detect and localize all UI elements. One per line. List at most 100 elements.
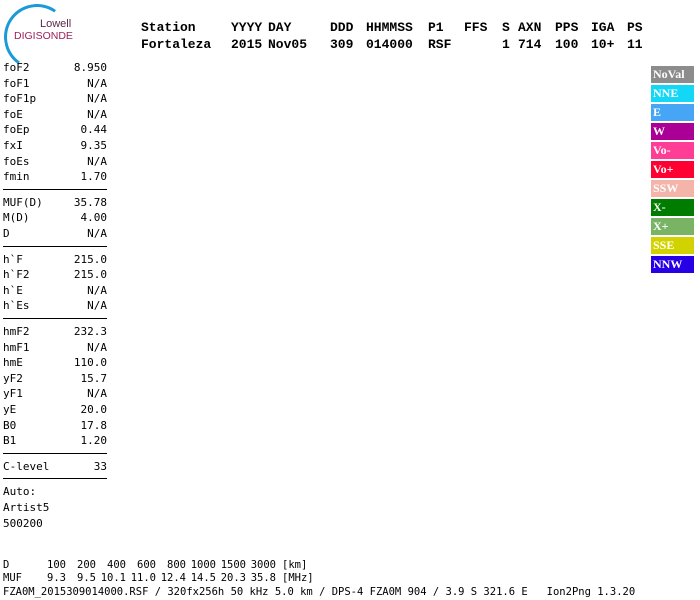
param-name: yE xyxy=(3,403,17,416)
divider xyxy=(3,452,107,454)
param-name: h`E xyxy=(3,283,23,297)
param-value: 215.0 xyxy=(73,268,107,282)
param-row: C-level 33 xyxy=(3,460,107,476)
legend-item: Vo- xyxy=(651,142,694,159)
legend-item: SSE xyxy=(651,237,694,254)
param-value: 9.35 xyxy=(80,139,108,152)
param-name: foF2 xyxy=(3,61,30,74)
auto-scaling-info: Auto: xyxy=(3,485,37,499)
auto-scaling-info: 500200 xyxy=(3,516,43,530)
param-row: foEp 0.44 xyxy=(3,123,107,139)
header-column-label: AXN xyxy=(518,20,542,35)
legend-item: X- xyxy=(651,199,694,216)
header-column-label: PS xyxy=(627,20,643,35)
param-value: 1.20 xyxy=(80,434,108,448)
param-row: hmE 110.0 xyxy=(3,356,107,372)
param-value: N/A xyxy=(87,387,107,401)
header-column-value: 1 xyxy=(502,37,510,52)
header-column-value: Nov05 xyxy=(268,37,308,52)
header-column-label: P1 xyxy=(428,20,444,35)
header-column-value: 10+ xyxy=(591,37,615,52)
param-value: 4.00 xyxy=(80,211,108,225)
param-name: hmF1 xyxy=(3,340,30,354)
header-column-label: PPS xyxy=(555,20,579,35)
param-value: 33 xyxy=(93,459,107,473)
param-row: MUF(D) 35.78 xyxy=(3,196,107,212)
header-column-label: YYYY xyxy=(231,20,263,35)
param-name: B1 xyxy=(3,434,17,448)
param-value: N/A xyxy=(87,299,107,313)
param-name: yF2 xyxy=(3,371,23,385)
header-column-label: FFS xyxy=(464,20,488,35)
param-row: hmF2 232.3 xyxy=(3,325,107,341)
param-row: foF1 N/A xyxy=(3,77,107,93)
param-row: foEs N/A xyxy=(3,155,107,171)
param-value: N/A xyxy=(87,340,107,354)
legend-item: NNW xyxy=(651,256,694,273)
param-name: foF1p xyxy=(3,92,37,106)
param-value: 1.70 xyxy=(80,170,108,184)
param-value: N/A xyxy=(87,154,107,168)
header-column-value: 714 xyxy=(518,37,542,52)
param-row: fmin 1.70 xyxy=(3,170,107,186)
param-value: 0.44 xyxy=(80,123,108,137)
param-row: h`F2 215.0 xyxy=(3,268,107,284)
logo-digisonde: DIGISONDE xyxy=(14,30,73,42)
header-column-value: 100 xyxy=(555,37,579,52)
logo-lowell: Lowell xyxy=(40,18,72,30)
param-value: 15.7 xyxy=(80,371,108,385)
header-column-value: 014000 xyxy=(366,37,413,52)
param-row: B1 1.20 xyxy=(3,434,107,450)
divider xyxy=(3,245,107,247)
param-name: D xyxy=(3,227,10,240)
param-row: h`Es N/A xyxy=(3,299,107,315)
legend-item: E xyxy=(651,104,694,121)
param-value: 232.3 xyxy=(73,325,107,338)
param-value: N/A xyxy=(87,283,107,297)
param-name: fxI xyxy=(3,139,23,152)
param-value: N/A xyxy=(87,76,107,90)
param-row: foF2 8.950 xyxy=(3,61,107,77)
header-column-value: 11 xyxy=(627,37,643,52)
param-row: yF1 N/A xyxy=(3,387,107,403)
header-column-label: DDD xyxy=(330,20,354,35)
legend-item: X+ xyxy=(651,218,694,235)
param-name: h`Es xyxy=(3,299,30,313)
param-row: foE N/A xyxy=(3,108,107,124)
param-row: B0 17.8 xyxy=(3,419,107,435)
param-name: M(D) xyxy=(3,211,30,225)
param-name: B0 xyxy=(3,418,17,432)
header-column-label: HHMMSS xyxy=(366,20,413,35)
param-value: 35.78 xyxy=(73,195,107,209)
divider xyxy=(3,478,107,480)
legend-item: NNE xyxy=(651,85,694,102)
param-name: h`F2 xyxy=(3,268,30,282)
param-row: yE 20.0 xyxy=(3,403,107,419)
header-column-label: DAY xyxy=(268,20,292,35)
param-value: N/A xyxy=(87,92,107,106)
param-name: foEp xyxy=(3,123,30,137)
param-name: MUF(D) xyxy=(3,195,43,209)
param-value: N/A xyxy=(87,227,107,240)
legend-item: W xyxy=(651,123,694,140)
param-row: yF2 15.7 xyxy=(3,372,107,388)
header-column-value: RSF xyxy=(428,37,452,52)
param-name: yF1 xyxy=(3,387,23,401)
param-value: 110.0 xyxy=(73,356,107,370)
divider xyxy=(3,318,107,319)
legend-item: NoVal xyxy=(651,66,694,83)
param-row: h`E N/A xyxy=(3,284,107,300)
legend-item: SSW xyxy=(651,180,694,197)
param-name: hmE xyxy=(3,356,23,370)
param-row: h`F 215.0 xyxy=(3,253,107,269)
param-name: foE xyxy=(3,107,23,121)
param-row: M(D) 4.00 xyxy=(3,211,107,227)
param-name: h`F xyxy=(3,252,23,266)
header-column-label: IGA xyxy=(591,20,615,35)
param-value: 215.0 xyxy=(73,252,107,266)
divider xyxy=(3,188,107,190)
header-column-value: 309 xyxy=(330,37,354,52)
param-name: hmF2 xyxy=(3,325,30,338)
param-value: 17.8 xyxy=(80,418,108,432)
